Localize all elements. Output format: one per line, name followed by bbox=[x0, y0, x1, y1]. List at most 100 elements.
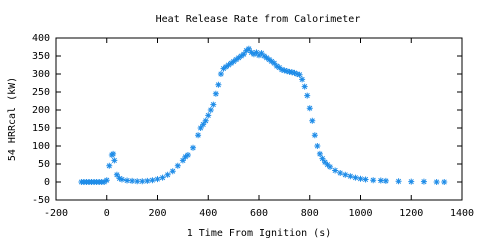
y-tick-label: 350 bbox=[32, 51, 50, 62]
data-point bbox=[233, 56, 240, 63]
data-point bbox=[205, 112, 212, 119]
y-tick-label: 200 bbox=[32, 105, 50, 116]
data-point bbox=[195, 132, 202, 139]
data-point bbox=[149, 177, 156, 184]
x-tick-label: 600 bbox=[250, 208, 268, 219]
data-point bbox=[190, 144, 197, 151]
data-point bbox=[370, 177, 377, 184]
data-point bbox=[276, 64, 283, 71]
data-point bbox=[179, 157, 186, 164]
data-point bbox=[301, 83, 308, 90]
data-point bbox=[110, 150, 117, 157]
x-axis-label: 1 Time From Ignition (s) bbox=[187, 228, 332, 239]
data-point bbox=[212, 90, 219, 97]
x-tick-label: 1000 bbox=[348, 208, 372, 219]
data-point bbox=[103, 177, 110, 184]
data-point bbox=[357, 175, 364, 182]
data-point bbox=[281, 67, 288, 74]
data-point bbox=[362, 176, 369, 183]
data-point bbox=[159, 174, 166, 181]
data-point bbox=[324, 161, 331, 168]
data-point bbox=[106, 162, 113, 169]
data-point bbox=[296, 71, 303, 78]
data-point bbox=[291, 69, 298, 76]
data-point bbox=[250, 51, 257, 58]
data-point bbox=[314, 143, 321, 149]
data-point bbox=[182, 153, 189, 160]
data-point bbox=[352, 174, 359, 181]
x-tick-label: 0 bbox=[104, 208, 110, 219]
data-point bbox=[408, 178, 415, 185]
x-tick-label: 400 bbox=[199, 208, 217, 219]
data-point bbox=[377, 177, 384, 184]
data-point bbox=[321, 159, 328, 166]
data-point bbox=[256, 52, 262, 59]
data-point bbox=[139, 178, 146, 185]
data-point bbox=[316, 150, 323, 157]
data-point bbox=[382, 177, 389, 184]
data-point bbox=[174, 162, 181, 169]
data-point bbox=[210, 101, 217, 108]
data-point bbox=[200, 121, 207, 128]
data-point bbox=[164, 171, 171, 178]
data-point bbox=[230, 58, 237, 65]
data-point bbox=[342, 171, 349, 178]
data-point bbox=[299, 76, 306, 83]
data-point bbox=[144, 177, 151, 184]
data-point bbox=[245, 45, 252, 52]
data-point bbox=[154, 176, 161, 183]
data-point bbox=[258, 50, 265, 57]
data-point bbox=[283, 68, 290, 75]
data-point bbox=[248, 49, 255, 56]
data-point bbox=[116, 175, 123, 182]
data-point bbox=[261, 53, 268, 59]
y-tick-label: 100 bbox=[32, 141, 50, 152]
data-point bbox=[309, 117, 316, 124]
data-point bbox=[278, 66, 285, 73]
data-point bbox=[311, 132, 318, 139]
x-tick-label: -200 bbox=[44, 208, 68, 219]
data-point bbox=[268, 58, 275, 65]
data-point bbox=[332, 167, 339, 174]
data-point bbox=[327, 163, 334, 170]
data-point bbox=[238, 53, 245, 59]
data-point bbox=[111, 157, 118, 164]
data-point bbox=[202, 117, 209, 124]
x-tick-label: 1200 bbox=[399, 208, 423, 219]
data-point bbox=[240, 51, 247, 58]
x-tick-label: 200 bbox=[148, 208, 166, 219]
data-point bbox=[266, 56, 273, 63]
data-point bbox=[118, 176, 125, 183]
data-point bbox=[207, 107, 214, 113]
data-point bbox=[253, 49, 260, 56]
data-point bbox=[319, 155, 326, 162]
y-tick-label: 400 bbox=[32, 33, 50, 44]
data-point bbox=[271, 60, 278, 67]
y-tick-label: 50 bbox=[38, 159, 50, 170]
data-point bbox=[223, 63, 230, 70]
data-point bbox=[337, 170, 344, 176]
x-tick-label: 800 bbox=[301, 208, 319, 219]
x-tick-label: 1400 bbox=[450, 208, 474, 219]
data-point bbox=[217, 71, 224, 77]
data-point bbox=[288, 69, 295, 76]
data-point bbox=[113, 171, 120, 178]
y-tick-label: 150 bbox=[32, 123, 50, 134]
data-point bbox=[197, 125, 204, 131]
data-point bbox=[304, 92, 311, 99]
data-point bbox=[228, 60, 235, 67]
data-point bbox=[243, 47, 250, 54]
data-point bbox=[420, 178, 427, 185]
y-tick-label: 250 bbox=[32, 87, 50, 98]
y-tick-label: -50 bbox=[32, 195, 50, 206]
data-point bbox=[263, 54, 270, 61]
y-tick-label: 0 bbox=[44, 177, 50, 188]
data-point bbox=[347, 173, 354, 180]
y-tick-label: 300 bbox=[32, 69, 50, 80]
data-point bbox=[124, 177, 131, 184]
y-axis-label: 54 HRRcal (kW) bbox=[7, 77, 18, 161]
data-point bbox=[101, 179, 108, 185]
data-point bbox=[220, 65, 227, 72]
data-point bbox=[306, 105, 313, 112]
